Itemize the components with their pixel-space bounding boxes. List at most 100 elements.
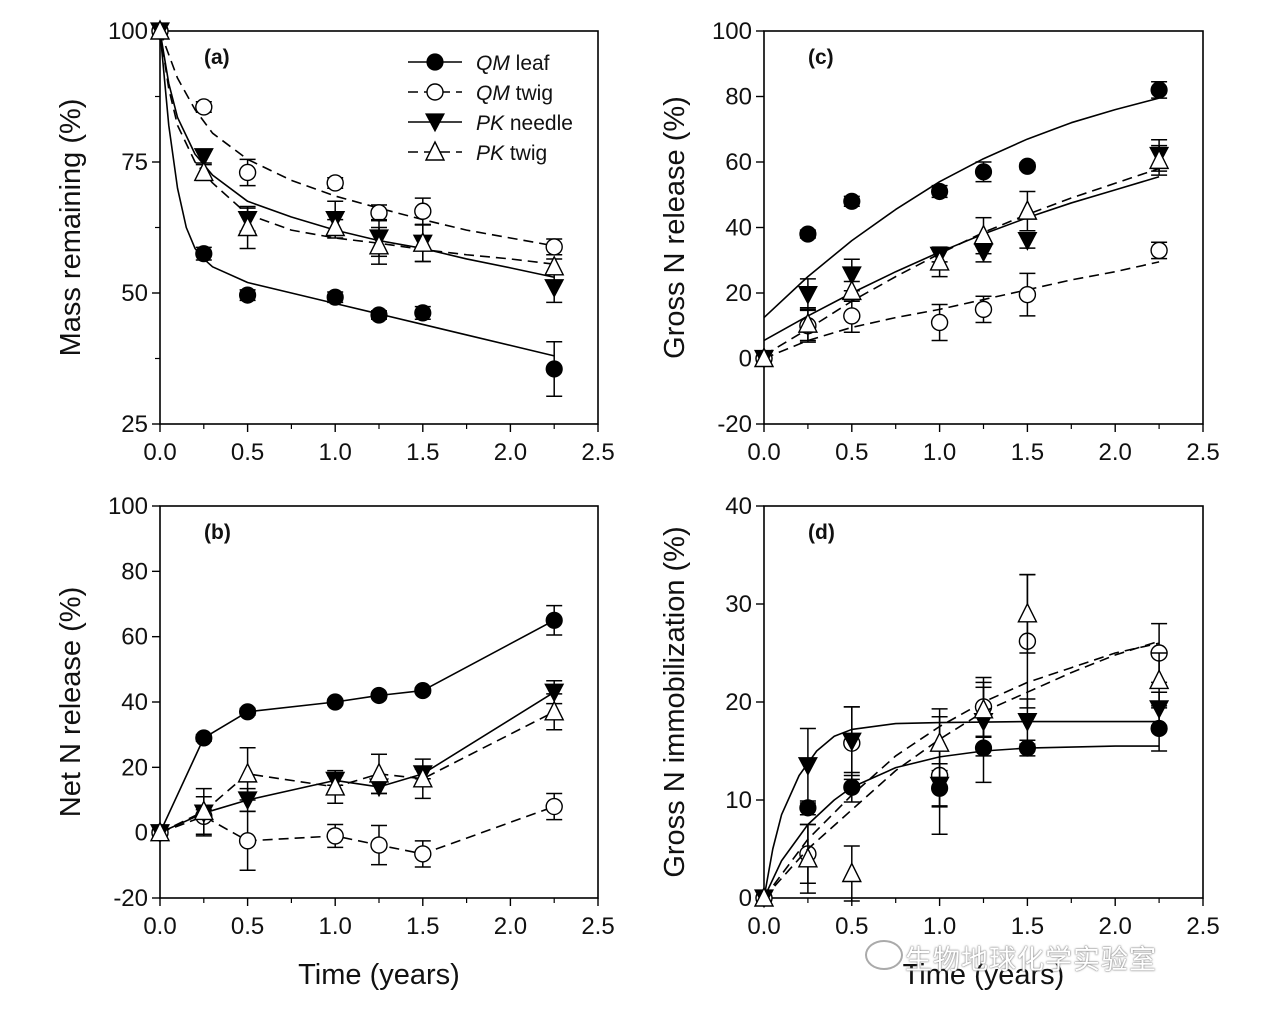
data-point-circle-filled (799, 225, 817, 243)
x-tick-label: 2.5 (581, 439, 614, 466)
x-tick-label: 1.5 (406, 439, 439, 466)
data-point-circle-open (930, 313, 949, 332)
x-tick-label: 2.0 (494, 913, 527, 940)
data-point-circle-filled (195, 245, 213, 263)
data-point-circle-filled (195, 729, 213, 747)
data-point-triangle-up (973, 698, 994, 719)
data-point-circle-filled (414, 681, 432, 700)
x-tick-label: 1.0 (319, 439, 352, 466)
legend-marker-circle-open (426, 83, 444, 101)
data-point-triangle-up (929, 250, 950, 271)
data-point-circle-open (195, 98, 213, 116)
data-point-triangle-up (841, 861, 862, 883)
data-point-triangle-up (412, 767, 433, 788)
x-axis-label: Time (years) (298, 959, 460, 991)
legend-item: PK twig (408, 140, 547, 165)
data-point-circle-filled (1150, 81, 1168, 99)
data-point-circle-open (238, 163, 257, 182)
series-line (159, 30, 555, 247)
series-pk-twig (753, 144, 1170, 368)
x-tick-label: 1.0 (923, 439, 956, 466)
y-tick-label: 40 (725, 215, 752, 242)
data-point-triangle-up (149, 19, 171, 40)
data-point-triangle-up (193, 160, 214, 182)
data-point-circle-open (1018, 285, 1037, 304)
data-point-circle-open (326, 827, 344, 845)
y-axis-label: Mass remaining (%) (55, 99, 87, 357)
data-point-circle-filled (239, 286, 257, 304)
x-tick-label: 2.0 (1099, 439, 1132, 466)
data-point-circle-open (370, 204, 388, 222)
data-point-triangle-up (412, 231, 433, 252)
data-point-triangle-down (544, 683, 565, 703)
series-line (763, 745, 1160, 899)
data-point-triangle-up (544, 700, 565, 721)
x-tick-label: 1.0 (319, 913, 352, 940)
series-line (763, 167, 1160, 356)
data-point-triangle-down (797, 757, 818, 776)
data-point-circle-filled (239, 703, 257, 721)
data-point-triangle-up (1017, 199, 1038, 220)
series-line (159, 805, 555, 855)
data-point-triangle-up (237, 762, 258, 783)
x-tick-label: 0.0 (747, 439, 780, 466)
series-line (159, 30, 555, 357)
data-point-circle-open (843, 307, 861, 325)
legend-part: leaf (510, 52, 550, 75)
y-tick-label: 10 (725, 787, 752, 814)
data-point-triangle-up (325, 775, 346, 796)
legend-item: PK needle (408, 112, 573, 135)
legend-species: PK (476, 112, 505, 135)
data-point-triangle-down (544, 279, 565, 299)
panel-label: (d) (808, 521, 835, 544)
series-line (763, 261, 1160, 360)
x-tick-label: 0.0 (747, 913, 780, 940)
data-point-circle-filled (843, 192, 861, 210)
legend-label: QM twig (476, 82, 553, 105)
legend-part: twig (504, 142, 547, 165)
series-pk-needle (150, 680, 565, 843)
y-axis-label: Gross N immobilization (%) (659, 526, 691, 877)
series-qm-twig (151, 792, 563, 871)
legend-label: PK needle (476, 112, 573, 135)
y-tick-label: 80 (725, 84, 752, 111)
series-line (763, 97, 1160, 319)
data-point-circle-filled (326, 693, 344, 711)
data-point-triangle-down (193, 148, 214, 168)
y-tick-label: 75 (121, 149, 148, 176)
data-point-circle-filled (545, 360, 563, 378)
legend-marker-triangle-up (424, 140, 446, 161)
y-tick-label: 40 (121, 689, 148, 716)
x-tick-label: 1.5 (1011, 439, 1044, 466)
data-point-triangle-up (149, 821, 171, 842)
panel-a: 0.0 0.5 1.0 1.5 2.0 2.5 25 50 75 100 Mass remainin… (55, 18, 615, 466)
series-qm-twig (755, 241, 1168, 368)
data-point-triangle-up (841, 279, 862, 301)
data-point-triangle-up (797, 312, 819, 333)
data-point-circle-filled (326, 288, 344, 306)
y-tick-label: 20 (725, 689, 752, 716)
data-point-triangle-down (797, 286, 818, 305)
data-point-triangle-up (753, 346, 775, 368)
data-point-triangle-down (1017, 712, 1038, 732)
x-tick-label: 2.0 (1099, 913, 1132, 940)
panel-label: (b) (204, 521, 231, 544)
data-point-triangle-up (1148, 148, 1170, 170)
panel-b: 0.0 0.5 1.0 1.5 2.0 2.5 -20 0 20 40 60 80 100 Net N r… (55, 493, 615, 991)
x-tick-label: 2.0 (494, 439, 527, 466)
y-tick-label: -20 (113, 885, 148, 912)
x-tick-label: 2.5 (1186, 913, 1219, 940)
data-point-triangle-up (193, 799, 214, 821)
y-axis-label: Net N release (%) (55, 587, 87, 817)
series-qm-twig (755, 573, 1168, 907)
y-tick-label: 100 (712, 18, 752, 45)
data-point-triangle-up (1017, 602, 1038, 623)
x-tick-label: 0.0 (143, 913, 176, 940)
data-point-triangle-up (544, 255, 565, 276)
data-point-triangle-up (973, 224, 994, 245)
y-tick-label: 30 (725, 591, 752, 618)
series-pk-needle (754, 686, 1170, 909)
x-tick-label: 2.5 (1186, 439, 1219, 466)
x-tick-label: 0.5 (231, 439, 264, 466)
data-point-triangle-up (1148, 668, 1170, 690)
